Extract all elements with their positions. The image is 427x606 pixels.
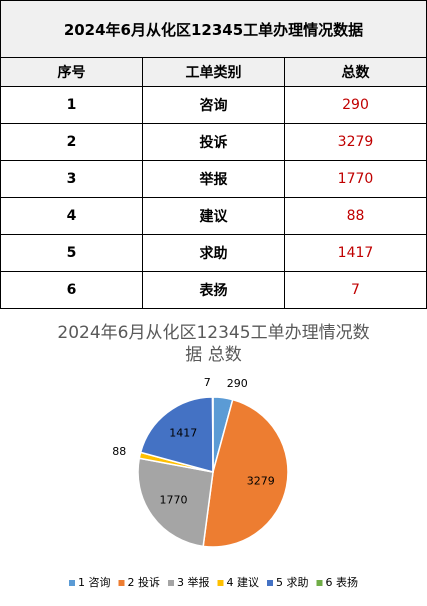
chart-title: 2024年6月从化区12345工单办理情况数据 总数 xyxy=(57,323,370,365)
table-row: 5 求助 1417 xyxy=(0,234,427,272)
table-cell: 咨询 xyxy=(142,86,285,124)
header-row: 序号 工单类别 总数 xyxy=(0,57,427,87)
legend-item: 1 咨询 xyxy=(69,575,111,589)
legend-swatch xyxy=(267,580,273,586)
table-cell: 3279 xyxy=(284,123,427,161)
table-cell: 88 xyxy=(284,197,427,235)
table-row: 4 建议 88 xyxy=(0,197,427,235)
table-cell: 290 xyxy=(284,86,427,124)
legend-label: 2 投诉 xyxy=(128,575,161,589)
column-header: 工单类别 xyxy=(142,57,285,87)
legend-item: 6 表扬 xyxy=(316,575,359,589)
table-title: 2024年6月从化区12345工单办理情况数据 xyxy=(0,0,427,58)
table-cell: 4 xyxy=(0,197,143,235)
table-cell: 投诉 xyxy=(142,123,285,161)
table-cell: 6 xyxy=(0,271,143,309)
table-row: 6 表扬 7 xyxy=(0,271,427,309)
table-row: 1 咨询 290 xyxy=(0,86,427,124)
table-cell: 3 xyxy=(0,160,143,198)
column-header: 序号 xyxy=(0,57,143,87)
legend-swatch xyxy=(217,580,224,586)
column-header: 总数 xyxy=(284,57,427,87)
legend-item: 4 建议 xyxy=(217,575,260,589)
table-cell: 2 xyxy=(0,123,143,161)
legend-label: 4 建议 xyxy=(227,575,260,589)
legend-swatch xyxy=(316,580,323,586)
pie-slice xyxy=(202,398,289,548)
legend-label: 3 举报 xyxy=(177,575,210,589)
table-cell: 5 xyxy=(0,234,143,272)
legend-label: 5 求助 xyxy=(276,575,309,589)
pie-slice xyxy=(139,396,214,473)
legend-label: 1 咨询 xyxy=(78,575,111,589)
pie-chart: 290 3279 1770 88 1417 7 1 咨询 2 投诉 3 举报 4 建议 5 求助 6 … xyxy=(69,376,358,589)
table-cell: 1770 xyxy=(284,160,427,198)
legend-swatch xyxy=(118,580,125,586)
legend: 1 咨询 2 投诉 3 举报 4 建议 5 求助 6 表扬 xyxy=(69,575,358,589)
table-cell: 求助 xyxy=(142,234,285,272)
pie-slice xyxy=(137,457,214,548)
table-cell: 7 xyxy=(284,271,427,309)
table-row: 3 举报 1770 xyxy=(0,160,427,198)
legend-swatch xyxy=(168,580,174,586)
data-label: 7 xyxy=(204,376,211,389)
data-label: 1417 xyxy=(169,426,197,439)
table-cell: 举报 xyxy=(142,160,285,198)
legend-item: 3 举报 xyxy=(168,575,210,589)
data-label: 88 xyxy=(112,445,126,458)
data-label: 3279 xyxy=(247,475,275,488)
table-cell: 1 xyxy=(0,86,143,124)
data-table: 2024年6月从化区12345工单办理情况数据 序号 工单类别 总数 1 咨询 290 2… xyxy=(0,0,427,309)
legend-label: 6 表扬 xyxy=(326,575,359,589)
chart: 290 3279 1770 88 1417 7 1 咨询 2 投诉 3 举报 4 建议 5 求助 6 … xyxy=(0,312,427,606)
legend-swatch xyxy=(69,580,75,586)
table-cell: 1417 xyxy=(284,234,427,272)
legend-item: 5 求助 xyxy=(267,575,309,589)
data-label: 290 xyxy=(227,377,248,390)
data-label: 1770 xyxy=(160,494,188,507)
table-cell: 表扬 xyxy=(142,271,285,309)
legend-item: 2 投诉 xyxy=(118,575,161,589)
table-cell: 建议 xyxy=(142,197,285,235)
table-row: 2 投诉 3279 xyxy=(0,123,427,161)
